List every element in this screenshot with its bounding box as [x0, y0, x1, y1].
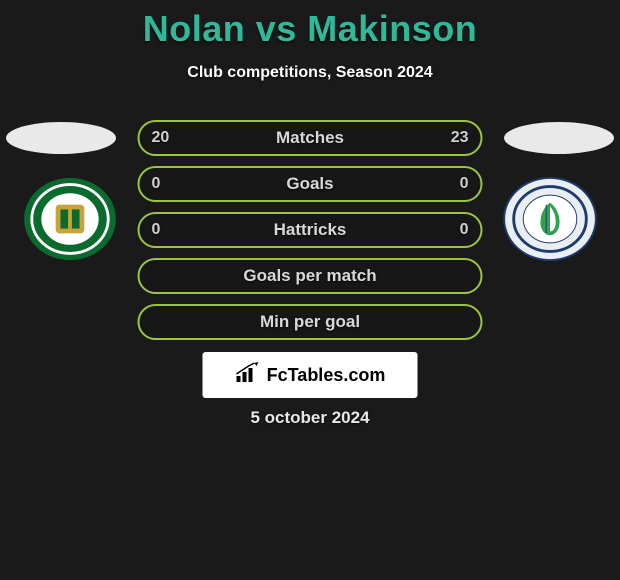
stat-value-right: 0: [460, 221, 469, 239]
stat-value-right: 23: [451, 129, 469, 147]
comparison-widget: Nolan vs Makinson Club competitions, Sea…: [0, 0, 620, 580]
stat-row-min-per-goal: Min per goal: [138, 304, 483, 340]
stat-value-left: 20: [152, 129, 170, 147]
stat-label: Min per goal: [260, 312, 360, 332]
stat-label: Goals per match: [243, 266, 376, 286]
bar-chart-icon: [235, 362, 261, 389]
date-line: 5 october 2024: [0, 408, 620, 428]
stat-label: Matches: [276, 128, 344, 148]
stat-value-left: 0: [152, 221, 161, 239]
stat-row-matches: 20 Matches 23: [138, 120, 483, 156]
stats-column: 20 Matches 23 0 Goals 0 0 Hattricks 0 Go…: [138, 120, 483, 350]
page-title: Nolan vs Makinson: [0, 0, 620, 50]
stat-label: Goals: [286, 174, 333, 194]
club-badge-right: [502, 176, 598, 262]
stat-value-left: 0: [152, 175, 161, 193]
stat-value-right: 0: [460, 175, 469, 193]
brand-link[interactable]: FcTables.com: [203, 352, 418, 398]
brand-text: FcTables.com: [267, 365, 386, 386]
stat-row-goals-per-match: Goals per match: [138, 258, 483, 294]
stat-label: Hattricks: [274, 220, 347, 240]
club-badge-left: [22, 176, 118, 262]
player-photo-placeholder-left: [6, 122, 116, 154]
player-photo-placeholder-right: [504, 122, 614, 154]
page-subtitle: Club competitions, Season 2024: [0, 64, 620, 82]
stat-row-hattricks: 0 Hattricks 0: [138, 212, 483, 248]
stat-row-goals: 0 Goals 0: [138, 166, 483, 202]
